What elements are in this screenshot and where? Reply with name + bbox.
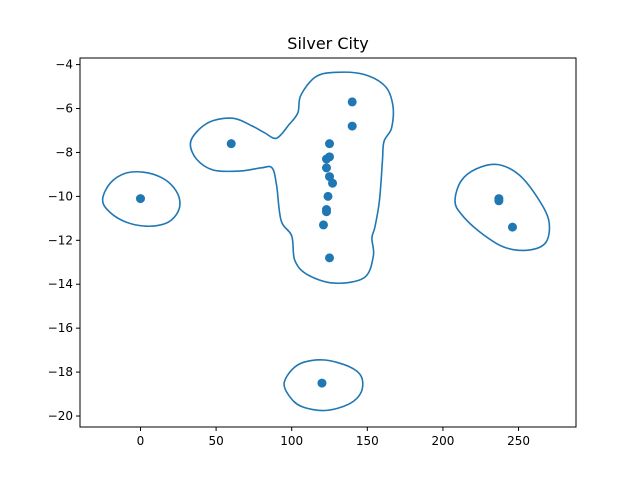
y-tick-label: −12 xyxy=(48,233,73,247)
y-tick-label: −14 xyxy=(48,277,73,291)
chart-title: Silver City xyxy=(287,34,368,53)
data-point xyxy=(321,163,331,173)
x-axis: 0 50 100 150 200 250 xyxy=(137,427,530,448)
data-point xyxy=(321,207,331,217)
density-contour xyxy=(101,170,181,227)
plot-frame xyxy=(79,57,577,428)
x-tick-label: 200 xyxy=(431,434,454,448)
y-tick-label: −18 xyxy=(48,365,73,379)
x-tick-label: 100 xyxy=(280,434,303,448)
y-tick-label: −10 xyxy=(48,189,73,203)
y-tick-label: −4 xyxy=(55,58,73,72)
contour-group xyxy=(101,71,551,412)
data-point xyxy=(317,378,327,388)
x-tick-label: 250 xyxy=(507,434,530,448)
x-tick-label: 150 xyxy=(356,434,379,448)
density-contour xyxy=(283,359,364,412)
data-point xyxy=(318,220,328,230)
data-point xyxy=(323,191,333,201)
y-tick-label: −20 xyxy=(48,409,73,423)
data-point xyxy=(328,178,338,188)
x-tick-label: 0 xyxy=(137,434,145,448)
data-point xyxy=(325,253,335,263)
data-point xyxy=(321,154,331,164)
y-tick-label: −16 xyxy=(48,321,73,335)
data-point xyxy=(226,139,236,149)
y-axis: −20 −18 −16 −14 −12 −10 −8 −6 −4 xyxy=(48,58,80,423)
y-tick-label: −8 xyxy=(55,145,73,159)
points-group xyxy=(135,97,517,388)
data-point xyxy=(347,121,357,131)
x-tick-label: 50 xyxy=(208,434,223,448)
data-point xyxy=(494,196,504,206)
y-tick-label: −6 xyxy=(55,102,73,116)
density-contour xyxy=(189,71,395,285)
data-point xyxy=(325,139,335,149)
data-point xyxy=(135,194,145,204)
data-point xyxy=(347,97,357,107)
data-point xyxy=(507,222,517,232)
density-contour xyxy=(454,163,551,252)
